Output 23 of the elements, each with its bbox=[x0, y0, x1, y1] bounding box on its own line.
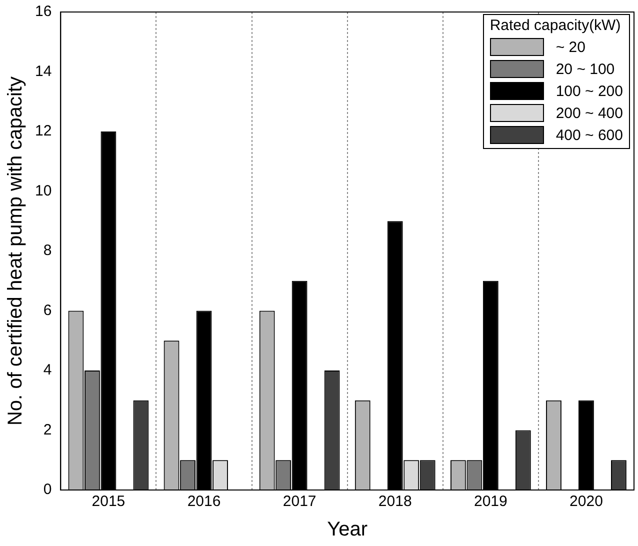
x-tick-label: 2020 bbox=[570, 493, 603, 510]
y-tick-label: 16 bbox=[34, 3, 52, 20]
y-axis-title: No. of certified heat pump with capacity bbox=[4, 76, 27, 426]
legend-label: 200 ~ 400 bbox=[556, 104, 623, 122]
legend-title: Rated capacity(kW) bbox=[490, 17, 622, 34]
y-tick-label: 8 bbox=[43, 242, 52, 260]
x-tick-label: 2015 bbox=[92, 493, 126, 510]
y-tick-label: 10 bbox=[34, 182, 52, 200]
x-tick-label: 2016 bbox=[187, 493, 221, 510]
y-tick-label: 2 bbox=[43, 421, 52, 438]
legend-label: 100 ~ 200 bbox=[556, 82, 623, 100]
y-tick-label: 6 bbox=[43, 302, 52, 319]
y-tick-label: 12 bbox=[34, 122, 52, 140]
x-tick-label: 2017 bbox=[282, 493, 316, 510]
legend-label: 20 ~ 100 bbox=[556, 60, 615, 78]
x-tick-label: 2018 bbox=[378, 493, 412, 510]
x-tick-label: 2019 bbox=[474, 493, 508, 510]
x-axis-title: Year bbox=[327, 518, 368, 541]
legend-label: ~ 20 bbox=[556, 38, 586, 56]
y-tick-label: 0 bbox=[43, 481, 52, 498]
legend-label: 400 ~ 600 bbox=[556, 126, 623, 144]
y-tick-label: 14 bbox=[34, 62, 52, 80]
y-tick-label: 4 bbox=[43, 362, 52, 379]
